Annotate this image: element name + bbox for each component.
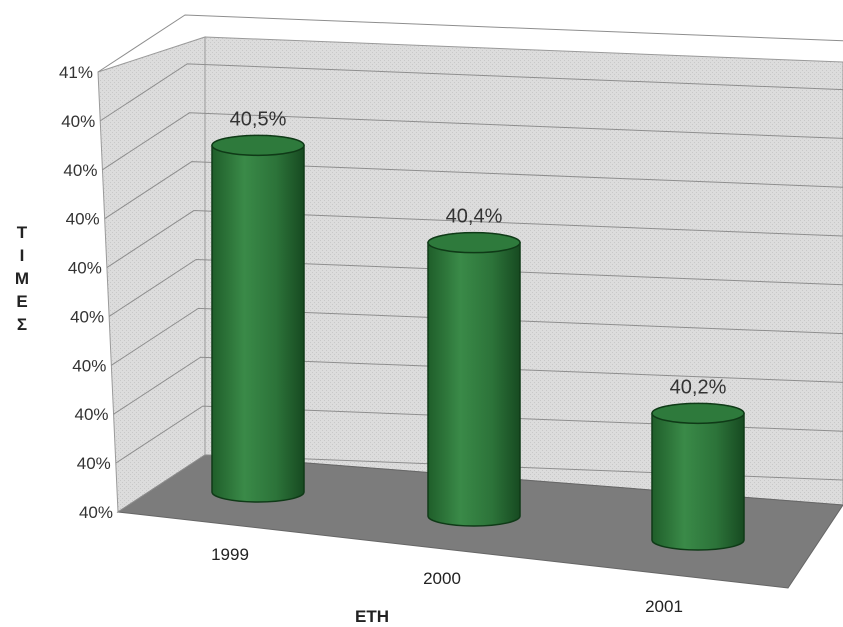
gridline — [104, 161, 843, 220]
y-tick-label: 40% — [61, 112, 95, 131]
bar-2000 — [427, 231, 521, 527]
side-wall — [97, 36, 206, 513]
y-tick-label: 40% — [75, 405, 109, 424]
gridline — [108, 258, 843, 317]
y-tick-label: 40% — [77, 454, 111, 473]
y-axis-title-letter: Τ — [17, 223, 28, 242]
bar-top — [427, 231, 521, 254]
gridline — [102, 112, 843, 171]
data-label: 40,5% — [230, 108, 287, 130]
gridline — [111, 307, 843, 366]
bar-body — [651, 412, 745, 551]
gridline — [97, 14, 843, 73]
x-axis-title: ΕΤΗ — [355, 607, 389, 626]
data-label: 40,4% — [446, 206, 503, 228]
y-tick-label: 40% — [72, 356, 106, 375]
y-axis-title-letter: Σ — [17, 315, 27, 334]
bar-2001 — [651, 402, 745, 551]
gridline — [117, 454, 843, 513]
y-axis-title-letter: Ε — [16, 292, 27, 311]
category-label: 2001 — [645, 597, 683, 616]
bar-1999 — [211, 134, 305, 503]
y-axis-title-letter: Μ — [15, 269, 29, 288]
category-label: 2000 — [423, 569, 461, 588]
gridlines — [97, 14, 843, 513]
category-label: 1999 — [211, 545, 249, 564]
back-wall — [204, 36, 843, 506]
y-tick-label: 40% — [79, 503, 113, 522]
bar-body — [427, 241, 521, 527]
y-tick-label: 40% — [68, 259, 102, 278]
bar-body — [211, 144, 305, 503]
y-tick-label: 41% — [59, 63, 93, 82]
data-label: 40,2% — [670, 376, 727, 398]
gridline — [106, 210, 843, 268]
y-tick-label: 40% — [70, 307, 104, 326]
gridline — [99, 63, 843, 122]
y-axis-title-letter: Ι — [20, 246, 25, 265]
y-tick-label: 40% — [63, 161, 97, 180]
bars — [211, 134, 745, 551]
bar-top — [651, 402, 745, 425]
category-labels: 1999 2000 2001 — [211, 545, 683, 616]
y-tick-label: 40% — [66, 210, 100, 229]
gridline — [113, 356, 843, 415]
data-labels: 40,5% 40,4% 40,2% — [230, 108, 727, 398]
bar-top — [211, 134, 305, 157]
gridline — [115, 405, 843, 464]
y-tick-labels: 41% 40% 40% 40% 40% 40% 40% 40% 40% 40% — [59, 63, 113, 522]
